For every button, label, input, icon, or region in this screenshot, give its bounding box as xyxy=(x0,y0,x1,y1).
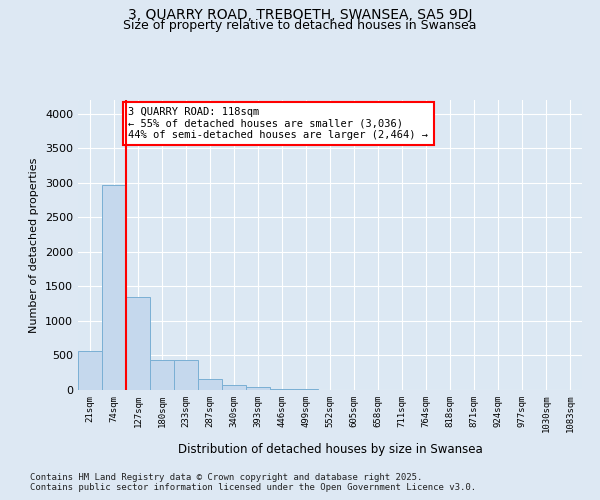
Bar xyxy=(102,185,126,390)
Text: Contains HM Land Registry data © Crown copyright and database right 2025.: Contains HM Land Registry data © Crown c… xyxy=(30,474,422,482)
Bar xyxy=(78,352,102,390)
Text: Distribution of detached houses by size in Swansea: Distribution of detached houses by size … xyxy=(178,442,482,456)
Y-axis label: Number of detached properties: Number of detached properties xyxy=(29,158,40,332)
Text: Contains public sector information licensed under the Open Government Licence v3: Contains public sector information licen… xyxy=(30,484,476,492)
Bar xyxy=(126,298,150,390)
Bar xyxy=(222,385,246,390)
Bar xyxy=(198,380,222,390)
Bar xyxy=(270,388,294,390)
Bar xyxy=(174,360,198,390)
Text: 3 QUARRY ROAD: 118sqm
← 55% of detached houses are smaller (3,036)
44% of semi-d: 3 QUARRY ROAD: 118sqm ← 55% of detached … xyxy=(128,107,428,140)
Bar xyxy=(246,387,270,390)
Bar xyxy=(150,360,174,390)
Text: Size of property relative to detached houses in Swansea: Size of property relative to detached ho… xyxy=(123,18,477,32)
Text: 3, QUARRY ROAD, TREBOETH, SWANSEA, SA5 9DJ: 3, QUARRY ROAD, TREBOETH, SWANSEA, SA5 9… xyxy=(128,8,472,22)
